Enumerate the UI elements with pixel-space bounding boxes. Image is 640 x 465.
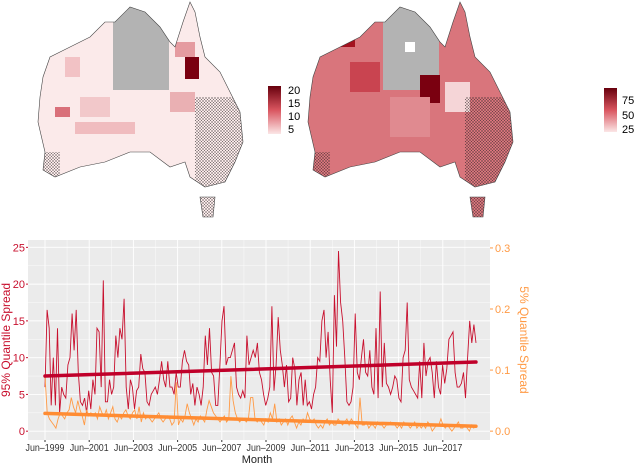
legend-tick: 10 bbox=[288, 111, 300, 123]
right-tick-label: 0.1 bbox=[495, 365, 510, 377]
legend-tick: 25 bbox=[622, 124, 634, 136]
right-tick-label: 0.0 bbox=[495, 426, 510, 438]
maps-panel: 20 15 10 5 75 50 25 bbox=[37, 1, 634, 218]
legend-right-map: 75 50 25 bbox=[604, 88, 634, 136]
left-trend-line bbox=[43, 360, 478, 378]
x-tick-label: Jun–2013 bbox=[335, 443, 374, 454]
right-tick-label: 0.3 bbox=[495, 243, 510, 255]
left-series-line bbox=[44, 250, 477, 413]
legend-left-map: 20 15 10 5 bbox=[268, 85, 300, 136]
left-axis-title: 95% Quantile Spread bbox=[0, 283, 13, 397]
left-tick-label: 15 bbox=[13, 316, 25, 328]
x-tick-label: Jun–2003 bbox=[114, 443, 153, 454]
left-tick-label: 5 bbox=[19, 389, 25, 401]
legend-tick: 50 bbox=[622, 110, 634, 122]
left-tick-label: 10 bbox=[13, 353, 25, 365]
left-tick-label: 0 bbox=[19, 426, 25, 438]
right-tick-label: 0.2 bbox=[495, 304, 510, 316]
x-tick-label: Jun–2007 bbox=[202, 443, 241, 454]
x-axis-title: Month bbox=[242, 454, 273, 465]
x-tick-label: Jun–2017 bbox=[423, 443, 462, 454]
right-axis-title: 5% Quantile Spread bbox=[517, 286, 531, 393]
legend-tick: 5 bbox=[288, 124, 294, 136]
x-tick-label: Jun–2011 bbox=[291, 443, 330, 454]
x-tick-label: Jun–2005 bbox=[158, 443, 197, 454]
right-trend-line bbox=[43, 411, 478, 429]
x-tick-label: Jun–2009 bbox=[247, 443, 286, 454]
left-tick-label: 20 bbox=[13, 279, 25, 291]
x-tick-label: Jun–2015 bbox=[379, 443, 418, 454]
x-tick-label: Jun–1999 bbox=[26, 443, 65, 454]
left-tick-label: 25 bbox=[13, 242, 25, 254]
x-tick-label: Jun–2001 bbox=[70, 443, 109, 454]
legend-tick: 75 bbox=[622, 95, 634, 107]
legend-tick: 20 bbox=[288, 85, 300, 97]
legend-tick: 15 bbox=[288, 98, 300, 110]
plot-panel bbox=[28, 240, 490, 440]
